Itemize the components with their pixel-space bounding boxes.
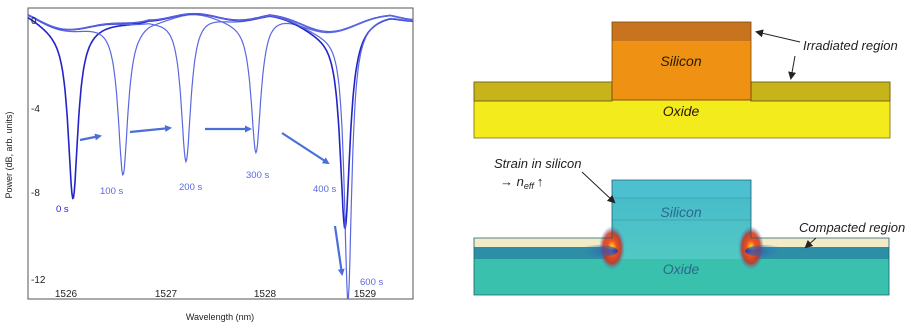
irradiated-pointer-top: [755, 29, 801, 43]
x-axis-label: Wavelength (nm): [186, 312, 254, 322]
spectrum-chart: 0 -4 -8 -12 1526 1527 1528 1529 Waveleng…: [4, 7, 414, 322]
silicon-label-top: Silicon: [660, 53, 701, 69]
shift-arrow: [79, 133, 102, 142]
silicon-outline: [611, 21, 752, 101]
sim-silicon-top-band: [612, 180, 751, 198]
spectrum-trace-600s: [27, 13, 413, 300]
time-label-0s: 0 s: [56, 204, 69, 215]
neff-label-main: → n: [500, 174, 524, 189]
stress-dip-right: [745, 245, 785, 257]
y-tick-label: -4: [31, 104, 40, 115]
y-axis-label: Power (dB, arb. units): [4, 111, 14, 198]
x-tick-label: 1526: [55, 289, 78, 300]
oxide-substrate: [474, 100, 890, 138]
y-tick-label: 0: [31, 16, 37, 27]
irradiated-cross-section: Silicon Oxide Irradiated region: [473, 21, 898, 139]
time-label-100s: 100 s: [100, 186, 123, 197]
x-tick-label: 1528: [254, 289, 277, 300]
shift-arrow: [281, 132, 330, 165]
oxide-top-band-right: [750, 81, 891, 102]
plot-frame: [27, 7, 414, 300]
shift-arrow: [333, 225, 345, 276]
shift-arrow: [129, 125, 172, 134]
x-tick-label: 1529: [354, 289, 377, 300]
sim-outline: [473, 179, 890, 296]
x-tick-labels: 1526 1527 1528 1529: [55, 289, 377, 300]
stress-dip-left: [578, 245, 618, 257]
x-tick-label: 1527: [155, 289, 178, 300]
strain-pointer: [581, 171, 616, 204]
shift-arrows: [79, 125, 345, 276]
time-label-300s: 300 s: [246, 170, 269, 181]
sim-cladding-right: [751, 238, 889, 247]
y-tick-labels: 0 -4 -8 -12: [31, 16, 46, 286]
sim-oxide: [474, 258, 889, 295]
compacted-region-label: Compacted region: [799, 220, 905, 235]
oxide-label-bottom: Oxide: [663, 261, 700, 277]
time-label-600s: 600 s: [360, 277, 383, 288]
y-tick-label: -8: [31, 188, 40, 199]
y-tick-label: -12: [31, 275, 46, 286]
silicon-core: [612, 40, 751, 100]
silicon-label-bottom: Silicon: [660, 204, 701, 220]
irradiated-pointer-band: [788, 55, 797, 80]
neff-arrow: ↑: [537, 174, 544, 189]
neff-label: → neff ↑: [500, 174, 543, 191]
time-labels: 0 s 100 s 200 s 300 s 400 s 600 s: [56, 170, 383, 288]
strain-simulation: Silicon Oxide Strain in silicon → neff ↑ …: [473, 156, 905, 296]
time-label-200s: 200 s: [179, 182, 202, 193]
irradiated-layer: [612, 22, 751, 41]
compacted-pointer: [804, 237, 817, 249]
oxide-top-band-left: [473, 81, 613, 102]
strain-label: Strain in silicon: [494, 156, 581, 171]
irradiated-region-label: Irradiated region: [803, 38, 898, 53]
time-label-400s: 400 s: [313, 184, 336, 195]
neff-subscript: eff: [524, 181, 536, 191]
sim-cladding-left: [474, 238, 612, 247]
oxide-label-top: Oxide: [663, 103, 700, 119]
spectrum-traces: [27, 12, 414, 300]
